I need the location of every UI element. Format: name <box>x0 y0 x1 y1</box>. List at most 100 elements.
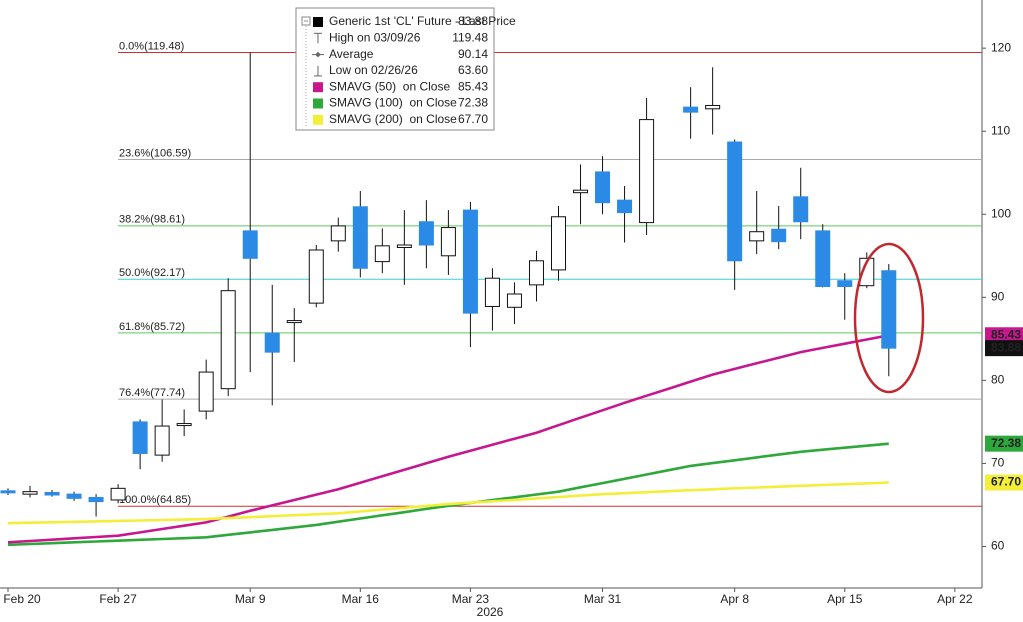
legend-value: 119.48 <box>452 30 488 44</box>
candle-body <box>176 423 192 427</box>
candle-body <box>88 496 104 503</box>
candle-body <box>242 230 258 259</box>
legend-box <box>295 7 495 131</box>
candle-body <box>815 230 831 288</box>
highlight-ellipse <box>853 242 925 394</box>
candle-body <box>330 225 346 242</box>
candle-body <box>374 245 390 263</box>
legend: Generic 1st 'CL' Future - Last Price83.8… <box>295 7 516 131</box>
price-tag-label: 67.70 <box>991 475 1021 489</box>
price-tag <box>985 340 1023 357</box>
candle-body <box>22 491 38 495</box>
x-tick-label: Mar 16 <box>342 592 380 606</box>
candle-body <box>859 257 875 287</box>
fib-label: 76.4%(77.74) <box>119 387 185 399</box>
legend-value: 72.38 <box>458 96 488 110</box>
candle-body <box>352 206 368 269</box>
candle-body <box>793 196 809 223</box>
legend-name: High on 03/09/26 <box>329 30 421 44</box>
sma-line <box>7 334 890 544</box>
x-tick-label: Feb 27 <box>99 592 137 606</box>
price-tag-label: 72.38 <box>991 436 1021 450</box>
x-tick-label: Apr 22 <box>937 592 973 606</box>
price-tag <box>985 327 1023 344</box>
candle-body <box>132 421 148 454</box>
x-tick-label: Mar 23 <box>452 592 490 606</box>
legend-value: 83.88 <box>458 14 488 28</box>
candle-body <box>66 493 82 499</box>
candle-body <box>595 171 611 204</box>
fib-label: 38.2%(98.61) <box>119 214 185 226</box>
candle-body <box>881 270 897 349</box>
price-tag <box>985 474 1023 491</box>
candle-body <box>418 221 434 246</box>
y-tick-label: 90 <box>991 289 1005 303</box>
candle-body <box>837 280 853 288</box>
sma-line <box>7 481 889 525</box>
candle-body <box>220 290 236 390</box>
legend-name: SMAVG (100) on Close <box>329 96 457 110</box>
legend-value: 90.14 <box>458 47 488 61</box>
candle-body <box>573 189 589 194</box>
fib-label: 0.0%(119.48) <box>119 40 184 52</box>
candle-layer <box>0 52 897 517</box>
legend-marker <box>313 82 323 93</box>
x-tick-label: Mar 9 <box>235 592 266 606</box>
legend-name: Low on 02/26/26 <box>329 63 418 77</box>
candle-body <box>154 425 170 456</box>
legend-value: 63.60 <box>458 63 488 77</box>
price-tag-label: 85.43 <box>991 327 1021 341</box>
legend-name: SMAVG (200) on Close <box>329 112 457 126</box>
y-tick-label: 120 <box>991 40 1011 54</box>
fib-layer: 0.0%(119.48) 23.6%(106.59) 38.2%(98.61) 50.… <box>118 40 982 507</box>
x-tick-label: Feb 20 <box>3 592 41 606</box>
candle-body <box>44 491 60 496</box>
y-tick-label: 60 <box>991 539 1005 553</box>
fib-label: 100.0%(64.85) <box>119 494 191 506</box>
y-tick-label: 70 <box>991 456 1005 470</box>
candle-body <box>749 231 765 242</box>
price-tag <box>985 435 1023 452</box>
sma-line <box>7 442 889 547</box>
candle-body <box>705 104 721 110</box>
x-tick-label: Mar 31 <box>584 592 622 606</box>
fib-label: 23.6%(106.59) <box>119 147 191 159</box>
overlay-layer <box>7 334 890 547</box>
candle-body <box>727 141 743 262</box>
candle-body <box>506 293 522 308</box>
y-tick-label: 110 <box>991 123 1010 137</box>
candle-body <box>462 209 478 314</box>
candle-body <box>308 249 324 304</box>
price-tag-label: 83.88 <box>991 340 1021 354</box>
x-axis-year: 2026 <box>477 605 504 619</box>
legend-value: 85.43 <box>458 79 488 93</box>
legend-name: Generic 1st 'CL' Future - Last Price <box>329 14 516 28</box>
axis-layer: 60 70 80 90 100 110 120 Feb 20 Feb 27 Mar 9 Mar 16… <box>3 40 1011 606</box>
candle-body <box>110 487 126 501</box>
fib-label: 61.8%(85.72) <box>119 321 185 333</box>
legend-name: SMAVG (50) on Close <box>329 79 450 93</box>
candle-body <box>528 260 544 286</box>
candle-body <box>617 199 633 214</box>
candle-body <box>0 490 16 494</box>
x-tick-label: Apr 8 <box>720 592 749 606</box>
legend-name: Average <box>329 47 374 61</box>
candle-body <box>396 244 412 248</box>
candle-body <box>198 371 214 412</box>
fib-label: 50.0%(92.17) <box>119 267 185 279</box>
candle-body <box>440 227 456 257</box>
y-tick-label: 80 <box>991 373 1005 387</box>
legend-collapse[interactable] <box>301 16 311 26</box>
candle-body <box>683 106 699 113</box>
x-tick-label: Apr 15 <box>827 592 863 606</box>
legend-marker <box>313 98 323 109</box>
candle-body <box>771 228 787 243</box>
candle-body <box>286 320 302 324</box>
legend-marker <box>313 114 323 125</box>
legend-value: 67.70 <box>458 112 488 126</box>
y-tick-label: 100 <box>991 206 1011 220</box>
